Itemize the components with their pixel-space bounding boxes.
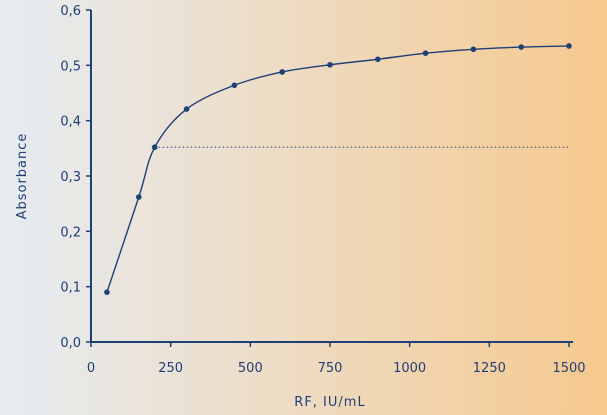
data-point xyxy=(136,194,142,200)
y-tick-label: 0,5 xyxy=(60,59,81,74)
y-tick-label: 0,4 xyxy=(60,115,81,130)
x-tick-label: 1000 xyxy=(393,361,426,376)
data-point xyxy=(470,46,477,53)
data-point xyxy=(104,289,110,296)
plot-area xyxy=(104,43,572,296)
data-point xyxy=(422,50,429,56)
y-tick-label: 0,2 xyxy=(60,225,81,240)
y-tick-label: 0,6 xyxy=(60,4,81,19)
x-tick-label: 1250 xyxy=(473,361,506,376)
x-axis-title: RF, IU/mL xyxy=(294,395,365,410)
data-point xyxy=(183,106,190,112)
x-tick-label: 500 xyxy=(238,361,263,376)
data-point xyxy=(279,69,286,75)
data-point xyxy=(231,82,238,89)
x-tick-label: 0 xyxy=(87,361,95,376)
axes: 0,0 0,1 0,2 0,3 0,4 0,5 0,6 0 250 500 750 1000 1250 1… xyxy=(60,4,585,376)
data-point xyxy=(375,56,381,63)
y-tick-label: 0,3 xyxy=(60,170,81,185)
data-point xyxy=(327,61,333,68)
data-point xyxy=(566,43,572,49)
x-tick-label: 1500 xyxy=(552,361,585,376)
x-tick-label: 250 xyxy=(158,361,183,376)
y-tick-label: 0,1 xyxy=(60,281,81,296)
data-point xyxy=(518,44,524,50)
y-tick-label: 0,0 xyxy=(60,336,81,351)
y-axis-title: Absorbance xyxy=(15,133,30,220)
x-tick-label: 750 xyxy=(318,361,343,376)
data-point xyxy=(151,144,158,151)
